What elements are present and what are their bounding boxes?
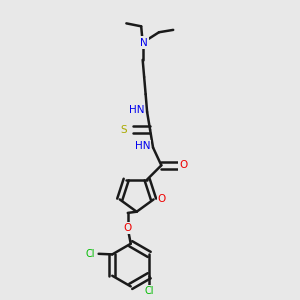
Text: N: N xyxy=(140,38,148,48)
Text: S: S xyxy=(120,125,127,135)
Text: O: O xyxy=(158,194,166,204)
Text: O: O xyxy=(179,160,188,170)
Text: HN: HN xyxy=(129,106,144,116)
Text: O: O xyxy=(124,223,132,233)
Text: Cl: Cl xyxy=(85,249,95,259)
Text: HN: HN xyxy=(135,141,150,151)
Text: Cl: Cl xyxy=(145,286,154,296)
